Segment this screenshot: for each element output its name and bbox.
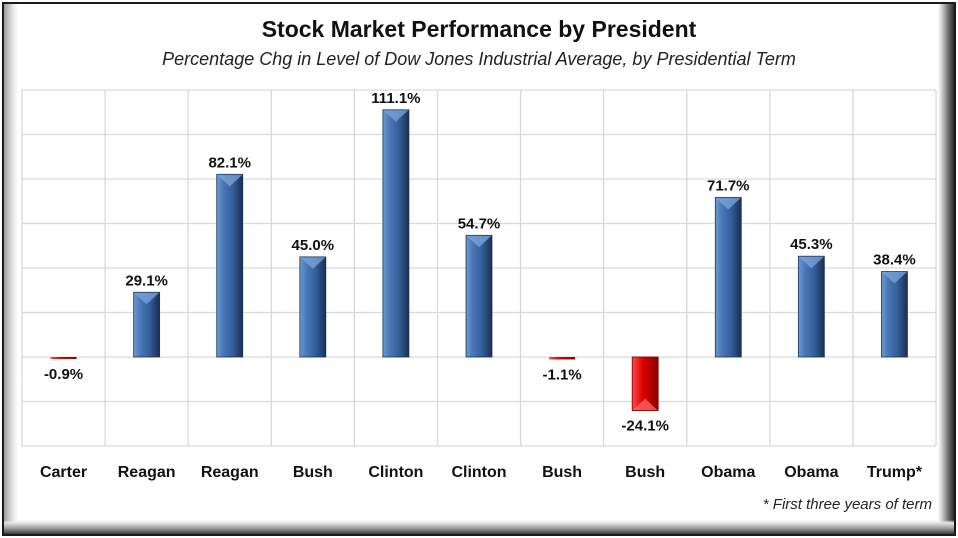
- bar: [133, 291, 161, 358]
- bar-bevel: [798, 256, 825, 269]
- data-label: 29.1%: [125, 272, 168, 289]
- bar-outline: [714, 197, 742, 358]
- bar-bevel: [133, 292, 160, 305]
- bar-rect: [50, 357, 77, 360]
- bar-bevel: [382, 109, 409, 122]
- bar-rect: [715, 197, 742, 357]
- bar: [382, 109, 410, 358]
- bar: [50, 357, 77, 360]
- chart-title: Stock Market Performance by President: [261, 16, 697, 42]
- bar-outline: [465, 234, 493, 358]
- bar-outline: [382, 109, 410, 358]
- category-label: Clinton: [368, 464, 423, 481]
- category-label: Obama: [784, 464, 838, 481]
- data-label: 54.7%: [458, 215, 501, 232]
- bar-outline: [299, 256, 327, 358]
- frame-bevel-bottom: [4, 520, 954, 534]
- bars: [50, 109, 908, 412]
- bar: [631, 356, 659, 412]
- bar-outline: [133, 291, 161, 358]
- category-label: Bush: [542, 464, 582, 481]
- bar-rect: [549, 357, 576, 360]
- frame-bevel-right: [938, 4, 954, 534]
- bar: [299, 256, 327, 358]
- data-label: 82.1%: [208, 154, 251, 171]
- category-label: Bush: [293, 464, 333, 481]
- data-label: 71.7%: [707, 177, 750, 194]
- data-label: 38.4%: [873, 252, 916, 269]
- category-label: Trump*: [867, 464, 923, 481]
- category-label: Reagan: [201, 464, 259, 481]
- bar-bevel: [715, 197, 742, 210]
- bar-rect: [881, 271, 908, 357]
- bar-bevel: [881, 271, 908, 284]
- data-label: -0.9%: [44, 366, 83, 383]
- bar-bevel: [466, 235, 492, 248]
- category-labels: Carter Reagan Reagan Bush Clinton Clinton Bush…: [40, 464, 923, 481]
- bar: [465, 234, 493, 358]
- data-label: -24.1%: [621, 418, 669, 435]
- bar-rect: [299, 256, 326, 357]
- bar-rect: [798, 256, 825, 357]
- bar: [549, 357, 576, 360]
- bar-outline: [881, 271, 908, 358]
- data-labels: -0.9% 29.1% 82.1% 45.0% 111.1% 54.7% -1.1% -24.…: [44, 90, 916, 435]
- bar-bevel: [299, 256, 326, 269]
- category-label: Carter: [40, 464, 87, 481]
- bar: [797, 255, 825, 358]
- bar-outline: [631, 356, 659, 412]
- data-label: 111.1%: [371, 90, 420, 107]
- category-label: Clinton: [451, 464, 506, 481]
- bar: [714, 197, 742, 358]
- bar-outline: [797, 255, 825, 358]
- category-label: Obama: [701, 464, 755, 481]
- data-label: -1.1%: [542, 366, 581, 383]
- bar-bevel: [216, 174, 243, 187]
- bar-bevel: [632, 398, 659, 411]
- bar-rect: [466, 235, 492, 357]
- chart-subtitle: Percentage Chg in Level of Dow Jones Ind…: [162, 49, 796, 69]
- bar: [881, 271, 908, 358]
- bar-rect: [216, 174, 243, 357]
- bar-outline: [216, 173, 244, 358]
- category-label: Reagan: [118, 464, 176, 481]
- data-label: 45.0%: [292, 237, 335, 254]
- footnote: * First three years of term: [762, 496, 932, 513]
- bar-rect: [382, 109, 409, 358]
- bar: [216, 173, 244, 358]
- category-label: Bush: [625, 464, 665, 481]
- frame-bevel-left: [4, 4, 18, 534]
- data-label: 45.3%: [790, 236, 833, 253]
